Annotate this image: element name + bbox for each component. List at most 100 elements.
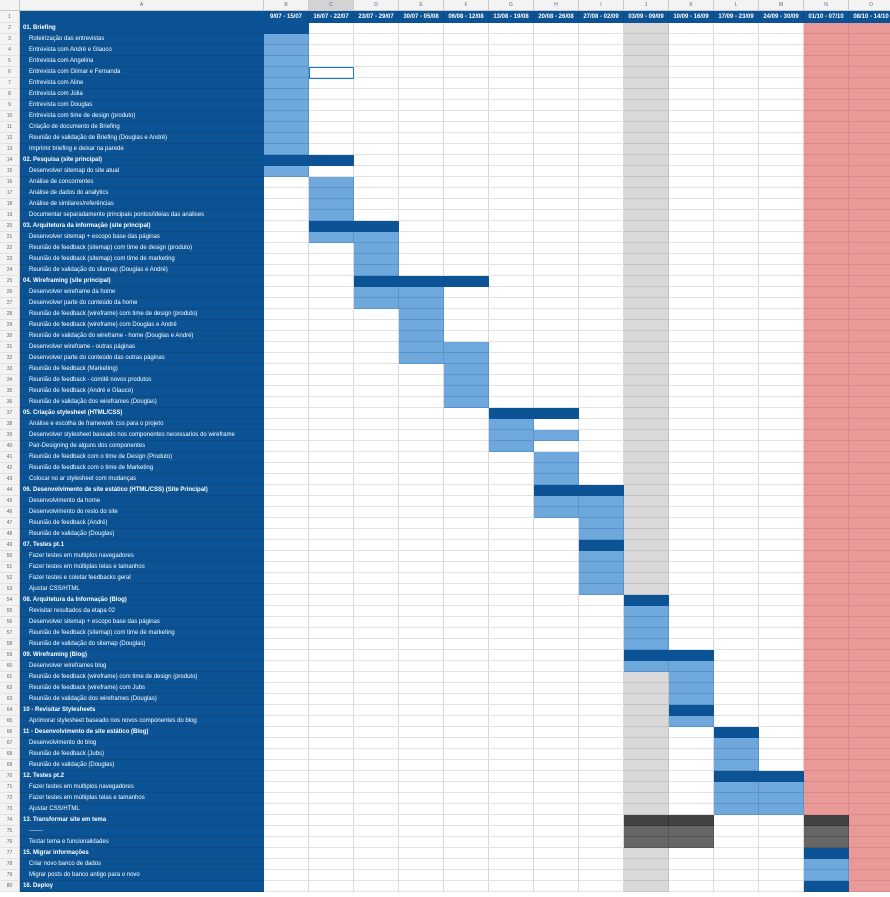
grid-cell[interactable] — [399, 122, 444, 133]
highlighted-week-cell[interactable] — [624, 397, 669, 408]
task-bar-cell[interactable] — [669, 683, 714, 694]
grid-cell[interactable] — [489, 56, 534, 67]
task-name-cell[interactable]: Desenvolvimento do blog — [20, 738, 264, 749]
grid-cell[interactable] — [534, 595, 579, 606]
grid-cell[interactable] — [444, 177, 489, 188]
grid-cell[interactable] — [669, 232, 714, 243]
highlighted-week-cell[interactable] — [804, 199, 849, 210]
highlighted-week-cell[interactable] — [849, 89, 890, 100]
grid-cell[interactable] — [534, 694, 579, 705]
grid-cell[interactable] — [264, 639, 309, 650]
grid-cell[interactable] — [309, 375, 354, 386]
grid-cell[interactable] — [579, 34, 624, 45]
grid-cell[interactable] — [534, 34, 579, 45]
grid-cell[interactable] — [579, 45, 624, 56]
grid-cell[interactable] — [309, 771, 354, 782]
grid-cell[interactable] — [264, 210, 309, 221]
highlighted-week-cell[interactable] — [849, 628, 890, 639]
grid-cell[interactable] — [669, 628, 714, 639]
row-number[interactable]: 69 — [0, 760, 20, 771]
grid-cell[interactable] — [444, 705, 489, 716]
grid-cell[interactable] — [354, 67, 399, 78]
grid-cell[interactable] — [399, 397, 444, 408]
highlighted-week-cell[interactable] — [804, 122, 849, 133]
task-name-cell[interactable]: Fazer testes em múltiplas telas e tamanh… — [20, 562, 264, 573]
grid-cell[interactable] — [309, 122, 354, 133]
grid-cell[interactable] — [444, 199, 489, 210]
grid-cell[interactable] — [354, 408, 399, 419]
row-number[interactable]: 8 — [0, 89, 20, 100]
highlighted-week-cell[interactable] — [849, 815, 890, 826]
grid-cell[interactable] — [489, 386, 534, 397]
task-bar-cell[interactable] — [624, 606, 669, 617]
grid-cell[interactable] — [489, 122, 534, 133]
select-all-corner[interactable] — [0, 0, 20, 11]
highlighted-week-cell[interactable] — [849, 166, 890, 177]
column-header-C[interactable]: C — [309, 0, 354, 11]
task-bar-cell[interactable] — [759, 804, 804, 815]
phase-bar-cell[interactable] — [309, 221, 354, 232]
grid-cell[interactable] — [264, 485, 309, 496]
task-name-cell[interactable]: Roteirização das entrevistas — [20, 34, 264, 45]
highlighted-week-cell[interactable] — [624, 474, 669, 485]
grid-cell[interactable] — [399, 793, 444, 804]
highlighted-week-cell[interactable] — [849, 848, 890, 859]
grid-cell[interactable] — [354, 562, 399, 573]
task-bar-cell[interactable] — [354, 298, 399, 309]
grid-cell[interactable] — [309, 628, 354, 639]
highlighted-week-cell[interactable] — [624, 375, 669, 386]
grid-cell[interactable] — [714, 386, 759, 397]
grid-cell[interactable] — [714, 518, 759, 529]
grid-cell[interactable] — [264, 287, 309, 298]
grid-cell[interactable] — [534, 133, 579, 144]
highlighted-week-cell[interactable] — [849, 496, 890, 507]
grid-cell[interactable] — [264, 298, 309, 309]
grid-cell[interactable] — [489, 309, 534, 320]
grid-cell[interactable] — [579, 144, 624, 155]
grid-cell[interactable] — [534, 529, 579, 540]
grid-cell[interactable] — [309, 386, 354, 397]
grid-cell[interactable] — [354, 694, 399, 705]
grid-cell[interactable] — [399, 166, 444, 177]
row-number[interactable]: 43 — [0, 474, 20, 485]
grid-cell[interactable] — [399, 639, 444, 650]
grid-cell[interactable] — [579, 672, 624, 683]
grid-cell[interactable] — [489, 705, 534, 716]
row-number[interactable]: 35 — [0, 386, 20, 397]
task-bar-cell[interactable] — [804, 859, 849, 870]
row-number[interactable]: 20 — [0, 221, 20, 232]
highlighted-week-cell[interactable] — [849, 155, 890, 166]
grid-cell[interactable] — [354, 474, 399, 485]
row-number[interactable]: 65 — [0, 716, 20, 727]
highlighted-week-cell[interactable] — [849, 551, 890, 562]
grid-cell[interactable] — [579, 89, 624, 100]
task-bar-cell[interactable] — [309, 177, 354, 188]
highlighted-week-cell[interactable] — [849, 650, 890, 661]
phase-bar-cell[interactable] — [264, 155, 309, 166]
grid-cell[interactable] — [759, 122, 804, 133]
highlighted-week-cell[interactable] — [849, 265, 890, 276]
grid-cell[interactable] — [669, 342, 714, 353]
grid-cell[interactable] — [579, 331, 624, 342]
highlighted-week-cell[interactable] — [804, 67, 849, 78]
grid-cell[interactable] — [669, 881, 714, 892]
grid-cell[interactable] — [489, 573, 534, 584]
grid-cell[interactable] — [309, 562, 354, 573]
grid-cell[interactable] — [759, 265, 804, 276]
grid-cell[interactable] — [714, 672, 759, 683]
grid-cell[interactable] — [669, 419, 714, 430]
grid-cell[interactable] — [309, 518, 354, 529]
grid-cell[interactable] — [309, 397, 354, 408]
grid-cell[interactable] — [399, 551, 444, 562]
grid-cell[interactable] — [669, 210, 714, 221]
task-bar-cell[interactable] — [714, 804, 759, 815]
highlighted-week-cell[interactable] — [849, 562, 890, 573]
grid-cell[interactable] — [714, 496, 759, 507]
highlighted-week-cell[interactable] — [849, 727, 890, 738]
grid-cell[interactable] — [354, 771, 399, 782]
grid-cell[interactable] — [579, 661, 624, 672]
grid-cell[interactable] — [309, 309, 354, 320]
highlighted-week-cell[interactable] — [849, 309, 890, 320]
row-number[interactable]: 62 — [0, 683, 20, 694]
week-header[interactable]: 03/09 - 09/09 — [624, 11, 669, 23]
